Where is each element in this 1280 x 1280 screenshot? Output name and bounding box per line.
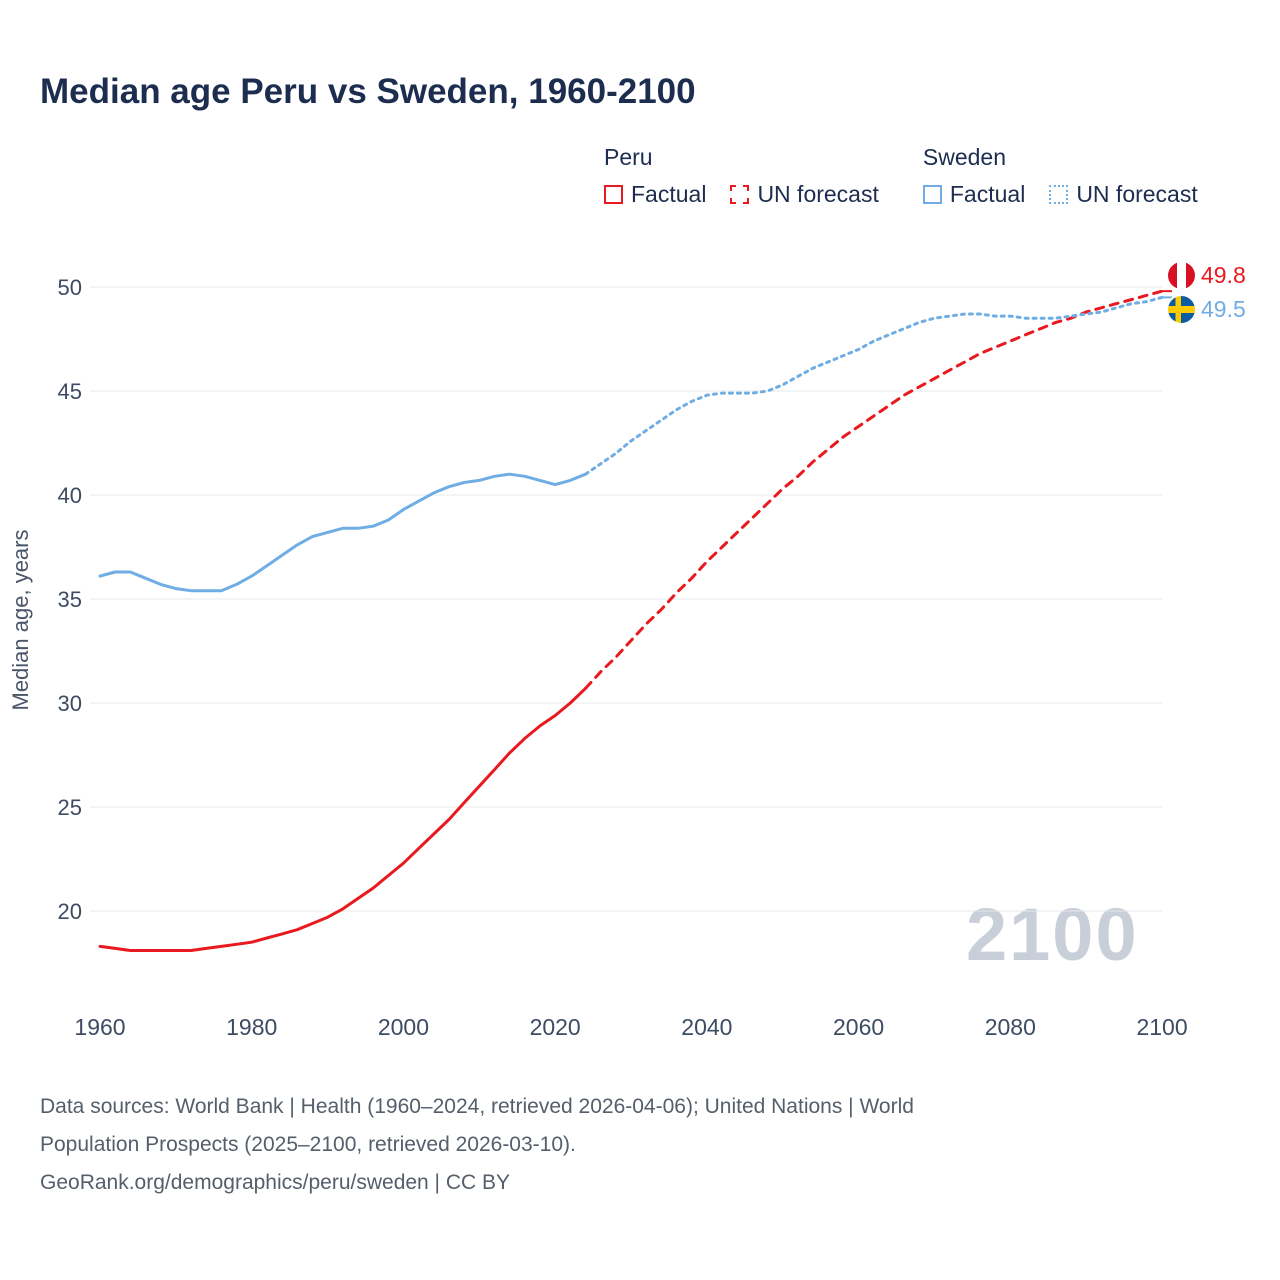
legend-item-label: UN forecast xyxy=(1076,181,1198,207)
legend-group-peru: Peru Factual UN forecast xyxy=(604,144,879,208)
end-value-peru: 49.8 xyxy=(1201,262,1246,288)
legend-item-peru-forecast: UN forecast xyxy=(730,181,879,208)
svg-text:25: 25 xyxy=(58,795,82,820)
legend-item-peru-factual: Factual xyxy=(604,181,706,208)
svg-text:2040: 2040 xyxy=(681,1014,732,1040)
watermark-year: 2100 xyxy=(966,893,1139,976)
svg-text:30: 30 xyxy=(58,691,82,716)
chart-legend: Peru Factual UN forecast Sweden Factual xyxy=(604,144,1198,208)
svg-text:20: 20 xyxy=(58,899,82,924)
svg-text:2020: 2020 xyxy=(530,1014,581,1040)
peru-flag-icon xyxy=(1168,262,1195,289)
svg-text:50: 50 xyxy=(58,275,82,300)
page-title: Median age Peru vs Sweden, 1960-2100 xyxy=(40,72,696,111)
end-value-sweden: 49.5 xyxy=(1201,296,1246,322)
legend-group-name: Peru xyxy=(604,144,653,170)
svg-text:1960: 1960 xyxy=(74,1014,125,1040)
svg-text:45: 45 xyxy=(58,379,82,404)
legend-item-label: Factual xyxy=(949,181,1026,207)
svg-text:1980: 1980 xyxy=(226,1014,277,1040)
footer-line: Data sources: World Bank | Health (1960–… xyxy=(40,1095,914,1118)
end-label-sweden: 49.5 xyxy=(1168,296,1246,323)
svg-text:40: 40 xyxy=(58,483,82,508)
legend-group-sweden: Sweden Factual UN forecast xyxy=(922,144,1198,208)
dashed-swatch-icon xyxy=(730,185,750,204)
dotted-swatch-icon xyxy=(1049,185,1069,204)
solid-swatch-icon xyxy=(922,185,942,204)
footer-line: Population Prospects (2025–2100, retriev… xyxy=(40,1133,576,1156)
svg-text:2100: 2100 xyxy=(1136,1014,1187,1040)
legend-group-name: Sweden xyxy=(922,144,1006,170)
solid-swatch-icon xyxy=(604,185,623,204)
svg-text:2080: 2080 xyxy=(985,1014,1036,1040)
svg-text:35: 35 xyxy=(58,587,82,612)
legend-item-sweden-factual: Factual xyxy=(922,181,1026,208)
footer-line: GeoRank.org/demographics/peru/sweden | C… xyxy=(40,1171,511,1194)
data-sources-footer: Data sources: World Bank | Health (1960–… xyxy=(40,1088,914,1202)
line-chart: 20 25 30 35 40 45 50 1960 1980 2000 2020 2040 2060 20… xyxy=(58,275,1188,1040)
legend-item-label: UN forecast xyxy=(757,181,879,207)
svg-text:2000: 2000 xyxy=(378,1014,429,1040)
end-label-peru: 49.8 xyxy=(1168,262,1246,289)
svg-text:2060: 2060 xyxy=(833,1014,884,1040)
legend-item-label: Factual xyxy=(631,181,707,207)
sweden-flag-icon xyxy=(1168,296,1195,323)
legend-item-sweden-forecast: UN forecast xyxy=(1049,181,1198,208)
